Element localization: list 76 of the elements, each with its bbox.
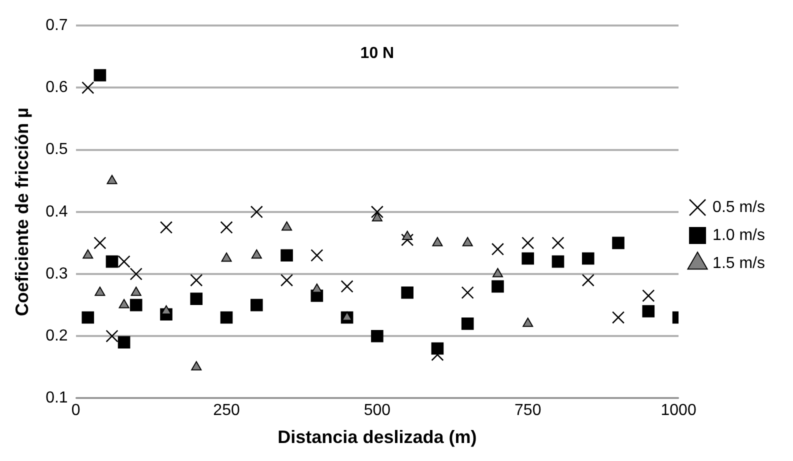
point xyxy=(282,221,292,231)
point xyxy=(130,268,142,280)
point xyxy=(552,236,564,250)
point xyxy=(106,174,118,184)
point xyxy=(118,255,130,268)
x-axis-title: Distancia deslizada (m) xyxy=(278,427,477,448)
point xyxy=(432,236,443,246)
point xyxy=(190,274,203,287)
point xyxy=(160,221,173,234)
y-tick-label: 0.2 xyxy=(46,328,68,345)
point xyxy=(462,236,473,246)
point xyxy=(370,206,384,218)
point xyxy=(372,212,382,222)
y-tick-label: 0.6 xyxy=(46,79,68,96)
point xyxy=(402,230,413,240)
point xyxy=(118,299,130,308)
point xyxy=(94,69,106,82)
point xyxy=(401,234,414,246)
point xyxy=(522,236,534,250)
x-tick-label: 250 xyxy=(213,402,240,420)
legend-label: 1.5 m/s xyxy=(712,254,766,272)
point xyxy=(191,361,202,370)
point xyxy=(280,274,294,287)
y-tick-label: 0.4 xyxy=(46,203,68,220)
point xyxy=(82,311,94,324)
point xyxy=(522,252,534,265)
point xyxy=(118,336,130,348)
point xyxy=(310,249,324,262)
point xyxy=(582,274,594,287)
y-tick-label: 0.3 xyxy=(46,265,68,282)
point xyxy=(106,330,118,342)
point xyxy=(340,280,354,293)
point xyxy=(190,292,203,305)
point xyxy=(94,286,106,296)
point xyxy=(492,280,504,293)
legend-label: 1.0 m/s xyxy=(712,226,766,244)
point xyxy=(250,298,263,312)
point xyxy=(642,305,655,318)
point xyxy=(130,286,142,296)
point xyxy=(220,311,233,324)
point xyxy=(552,255,564,268)
y-tick-label: 0.5 xyxy=(46,141,68,158)
point xyxy=(461,318,474,330)
point xyxy=(491,242,504,256)
point xyxy=(371,330,384,342)
point xyxy=(280,249,293,262)
x-tick-label: 0 xyxy=(71,402,80,420)
point xyxy=(401,286,414,299)
point xyxy=(251,249,262,259)
text: 10 N xyxy=(360,45,394,62)
point xyxy=(312,284,322,293)
legend-label: 0.5 m/s xyxy=(712,198,766,216)
point xyxy=(221,252,232,262)
point xyxy=(642,289,655,302)
point xyxy=(582,252,594,265)
point xyxy=(342,311,352,321)
point xyxy=(106,255,118,268)
point xyxy=(82,81,94,94)
point xyxy=(160,305,172,315)
point xyxy=(612,311,625,324)
x-tick-label: 1000 xyxy=(660,402,696,420)
x-tick-label: 750 xyxy=(514,402,542,420)
point xyxy=(220,221,233,234)
y-tick-label: 0.7 xyxy=(46,17,68,34)
point xyxy=(82,249,94,259)
x-tick-label: 500 xyxy=(364,402,391,420)
point xyxy=(612,236,624,250)
point xyxy=(431,342,444,355)
point xyxy=(94,236,106,250)
point xyxy=(130,298,142,312)
point xyxy=(522,318,534,327)
point xyxy=(250,206,263,218)
y-tick-label: 0.1 xyxy=(46,390,68,407)
y-axis-title: Coeficiente de fricción µ xyxy=(12,108,32,316)
point xyxy=(461,286,474,299)
point xyxy=(492,268,503,278)
